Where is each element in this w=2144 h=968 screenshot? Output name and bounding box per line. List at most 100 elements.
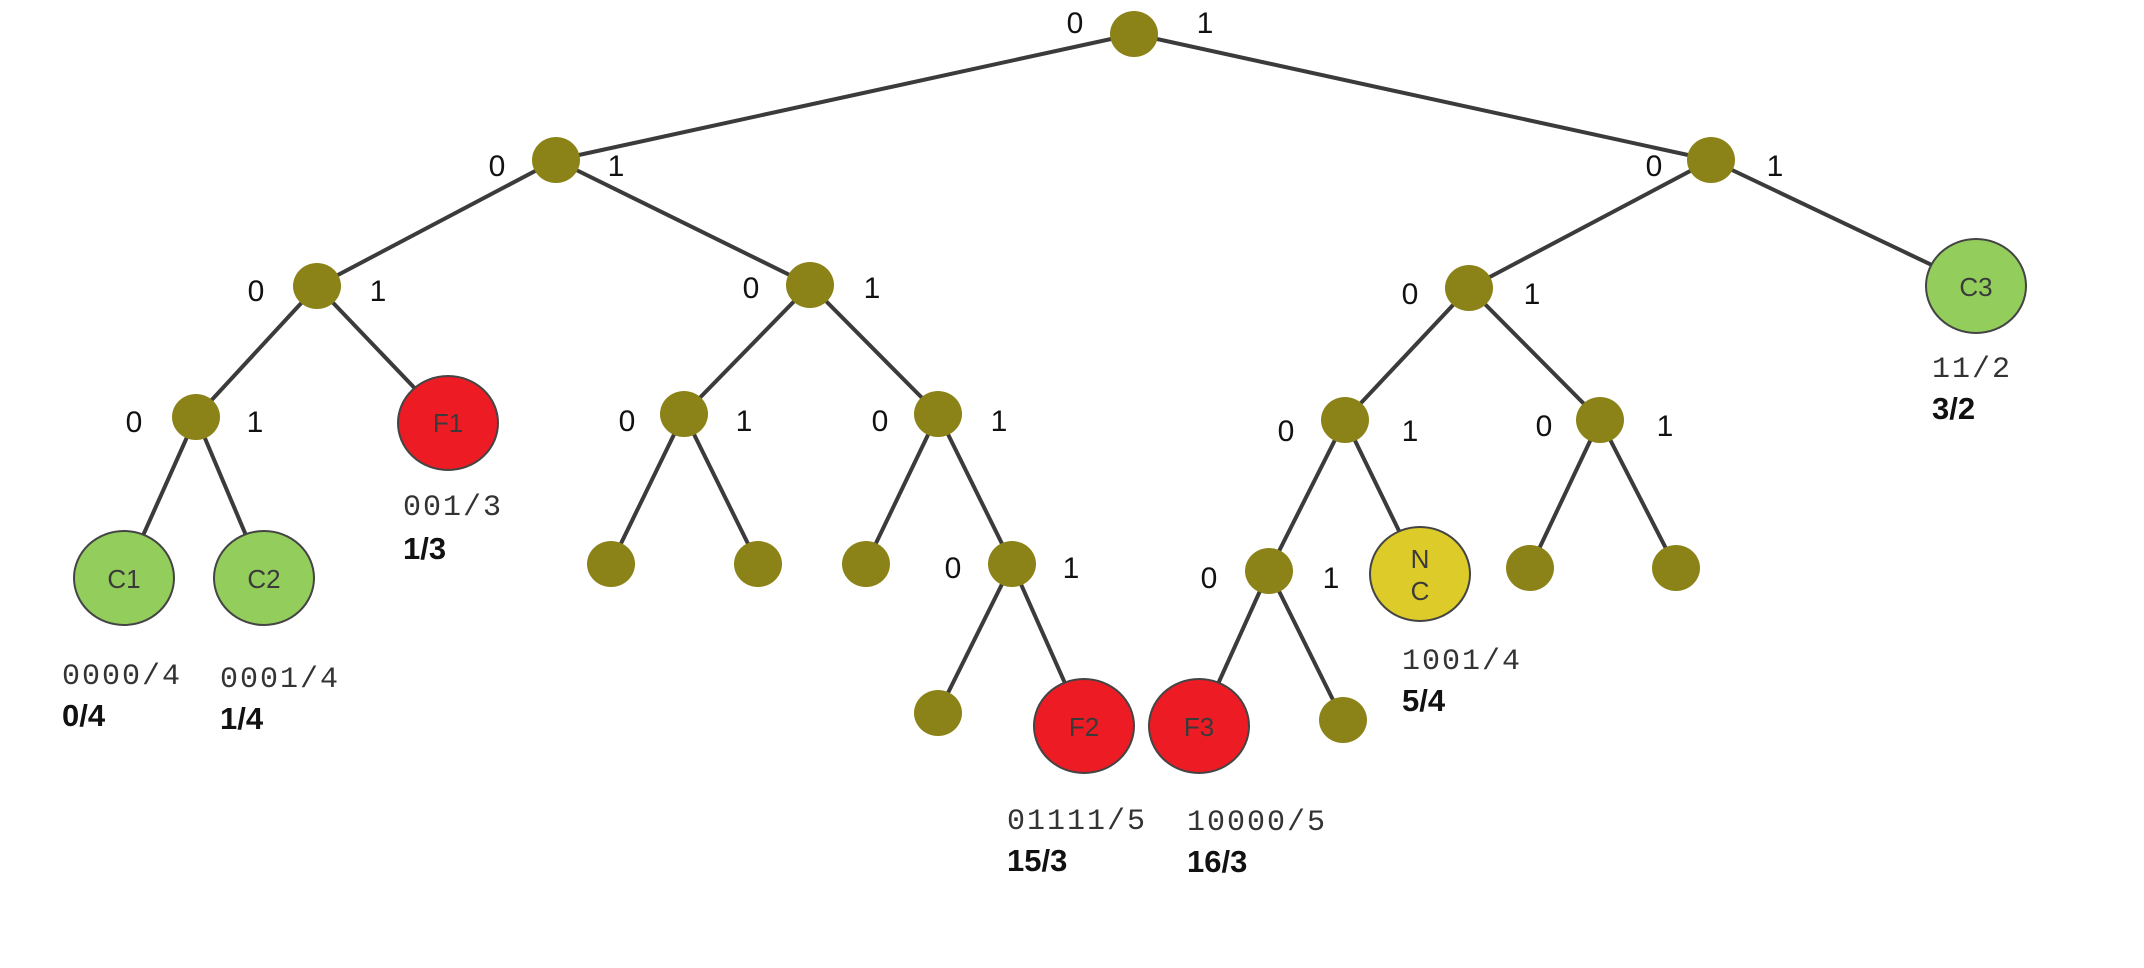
internal-node-l01110 [914, 690, 962, 736]
branch-label-right-2: 1 [1767, 150, 1784, 183]
internal-node-l10001 [1319, 697, 1367, 743]
leaf-c1-fraction: 0/4 [62, 698, 106, 733]
tree-edge-n01-n010 [682, 283, 812, 416]
leaf-c1-label: C1 [107, 564, 140, 594]
branch-label-right-3: 1 [370, 275, 387, 308]
branch-label-left-11: 0 [945, 552, 962, 585]
branch-label-left-2: 0 [1646, 150, 1663, 183]
internal-node-l1011 [1652, 545, 1700, 591]
tree-nodes [73, 11, 2027, 774]
tree-edge-n0-n01 [555, 158, 811, 287]
branch-labels: 0 1 0 1 0 1 0 1 0 1 0 1 0 1 0 1 0 1 0 1 0 1 0 1 0 1 [126, 7, 1784, 595]
internal-node-n1 [1687, 137, 1735, 183]
internal-node-n1000 [1245, 548, 1293, 594]
tree-edge-n101-l1010 [1528, 419, 1602, 569]
internal-node-n101 [1576, 397, 1624, 443]
tree-edge-root-n1 [1133, 32, 1712, 162]
branch-label-right-4: 1 [864, 272, 881, 305]
leaf-c2-label: C2 [247, 564, 280, 594]
leaf-f2-fraction: 15/3 [1007, 843, 1067, 878]
leaf-f2-label: F2 [1069, 712, 1099, 742]
internal-node-n000 [172, 394, 220, 440]
branch-label-right-0: 1 [1197, 7, 1214, 40]
leaf-nc-code: 1001/4 [1402, 645, 1522, 679]
leaf-node-f2 [1033, 678, 1135, 774]
internal-node-n100 [1321, 397, 1369, 443]
tree-edge-n01-n011 [808, 283, 940, 416]
leaf-f3-fraction: 16/3 [1187, 844, 1247, 879]
branch-label-right-6: 1 [247, 406, 264, 439]
tree-edge-n100-n1000 [1267, 419, 1347, 572]
leaf-node-f1 [397, 375, 499, 471]
leaf-nc-label-line2: C [1411, 576, 1430, 606]
branch-label-left-12: 0 [1201, 562, 1218, 595]
branch-label-left-1: 0 [489, 150, 506, 183]
tree-edge-n011-n0111 [936, 413, 1014, 565]
tree-edge-n1000-l10001 [1267, 570, 1345, 721]
leaf-c3-fraction: 3/2 [1932, 391, 1975, 426]
leaf-labels: C1 C2 F1 F2 F3 N C C3 [107, 272, 1992, 742]
branch-label-right-9: 1 [1402, 415, 1419, 448]
branch-label-left-5: 0 [1402, 278, 1419, 311]
branch-label-right-11: 1 [1063, 552, 1080, 585]
tree-edge-n10-n101 [1467, 286, 1602, 422]
leaf-node-nc [1369, 526, 1471, 622]
leaf-f1-label: F1 [433, 408, 463, 438]
internal-node-n10 [1445, 265, 1493, 311]
leaf-node-c2 [213, 530, 315, 626]
branch-label-right-10: 1 [1657, 410, 1674, 443]
leaf-f1-code: 001/3 [403, 491, 503, 525]
leaf-nc-fraction: 5/4 [1402, 683, 1446, 718]
branch-label-left-3: 0 [248, 275, 265, 308]
branch-label-right-1: 1 [608, 150, 625, 183]
branch-label-left-6: 0 [126, 406, 143, 439]
leaf-node-f3 [1148, 678, 1250, 774]
branch-label-left-9: 0 [1278, 415, 1295, 448]
tree-edge-n00-n000 [194, 284, 319, 419]
branch-label-right-12: 1 [1323, 562, 1340, 595]
leaf-c3-code: 11/2 [1932, 353, 2012, 387]
branch-label-right-5: 1 [1524, 278, 1541, 311]
internal-node-l0101 [734, 541, 782, 587]
branch-label-right-8: 1 [991, 405, 1008, 438]
internal-node-n0 [532, 137, 580, 183]
leaf-f2-code: 01111/5 [1007, 805, 1147, 839]
tree-edge-n1-n10 [1468, 158, 1712, 290]
branch-label-left-4: 0 [743, 272, 760, 305]
internal-node-l0100 [587, 541, 635, 587]
branch-label-left-0: 0 [1067, 7, 1084, 40]
leaf-nc-label-line1: N [1411, 544, 1430, 574]
internal-node-n01 [786, 262, 834, 308]
tree-edges [122, 32, 1977, 727]
leaf-c2-code: 0001/4 [220, 663, 340, 697]
branch-label-left-10: 0 [1536, 410, 1553, 443]
internal-node-l1010 [1506, 545, 1554, 591]
leaf-c2-fraction: 1/4 [220, 701, 264, 736]
branch-label-left-8: 0 [872, 405, 889, 438]
leaf-c1-code: 0000/4 [62, 660, 182, 694]
tree-edge-n10-n100 [1343, 286, 1471, 422]
tree-edge-n101-l1011 [1598, 419, 1678, 569]
tree-edge-n011-l0110 [864, 413, 940, 565]
tree-edge-root-n0 [555, 32, 1135, 162]
internal-node-n00 [293, 263, 341, 309]
tree-edge-n0-n00 [316, 158, 557, 288]
leaf-node-c1 [73, 530, 175, 626]
tree-edge-n010-l0100 [609, 413, 686, 565]
internal-node-n0111 [988, 541, 1036, 587]
tree-edge-n0111-l01110 [936, 563, 1014, 714]
leaf-f3-label: F3 [1184, 712, 1214, 742]
leaf-c3-label: C3 [1959, 272, 1992, 302]
branch-label-right-7: 1 [736, 405, 753, 438]
internal-node-n011 [914, 391, 962, 437]
leaf-f3-code: 10000/5 [1187, 806, 1327, 840]
leaf-codes: 0000/4 0/4 0001/4 1/4 001/3 1/3 01111/5 … [62, 353, 2012, 879]
branch-label-left-7: 0 [619, 405, 636, 438]
leaf-f1-fraction: 1/3 [403, 531, 446, 566]
internal-node-l0110 [842, 541, 890, 587]
internal-node-n010 [660, 391, 708, 437]
tree-edge-n010-l0101 [682, 413, 760, 565]
leaf-node-c3 [1925, 238, 2027, 334]
internal-node-root [1110, 11, 1158, 57]
